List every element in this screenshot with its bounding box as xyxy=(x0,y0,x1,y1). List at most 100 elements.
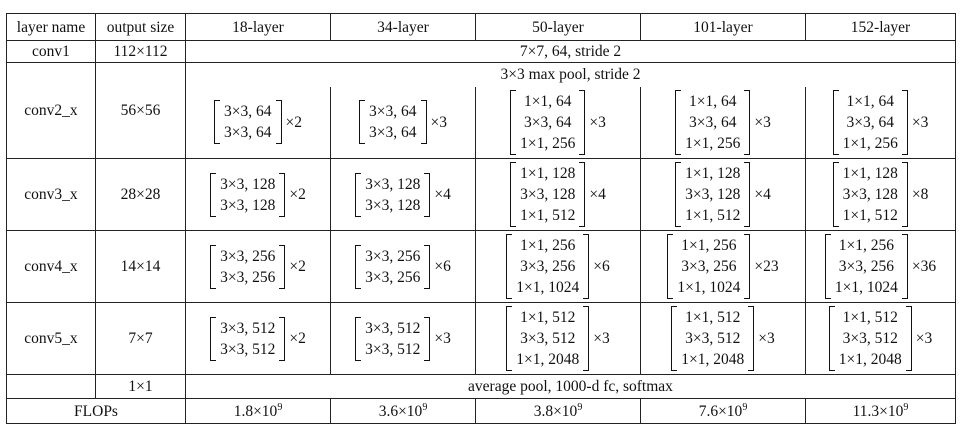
flops-exp: 9 xyxy=(903,401,909,413)
block-line: 3×3, 512 xyxy=(220,340,276,358)
multiplier: ×36 xyxy=(911,258,937,275)
layer-name: conv4_x xyxy=(6,230,96,303)
multiplier: ×4 xyxy=(589,186,606,203)
output-size: 14×14 xyxy=(95,230,186,303)
multiplier: ×4 xyxy=(434,186,451,203)
block: 3×3, 512 3×3, 512 ×3 xyxy=(355,316,451,361)
bracket: 3×3, 64 3×3, 64 xyxy=(359,100,427,145)
block-line: 1×1, 1024 xyxy=(677,279,741,296)
spec-cell: 7×7, 64, stride 2 xyxy=(185,40,956,63)
block-cell: 3×3, 128 3×3, 128 ×4 xyxy=(330,158,476,231)
multiplier: ×3 xyxy=(434,330,451,347)
bracket: 3×3, 128 3×3, 128 xyxy=(355,172,431,217)
block-line: 3×3, 64 xyxy=(369,124,417,142)
bracket: 1×1, 128 3×3, 128 1×1, 512 xyxy=(832,162,908,227)
flops-exp: 9 xyxy=(742,401,748,413)
flops-base: 1.8×10 xyxy=(233,402,278,420)
output-size: 28×28 xyxy=(95,158,186,231)
block-line: 1×1, 2048 xyxy=(681,351,745,368)
bracket: 3×3, 64 3×3, 64 xyxy=(214,100,282,145)
block-line: 3×3, 128 xyxy=(365,175,421,193)
bracket: 3×3, 512 3×3, 512 xyxy=(355,316,431,361)
architecture-table: layer name output size 18-layer 34-layer 50-… xyxy=(6,13,956,424)
multiplier: ×2 xyxy=(289,258,306,275)
multiplier: ×3 xyxy=(593,330,610,347)
multiplier: ×2 xyxy=(289,330,306,347)
header-cell: layer name xyxy=(6,13,96,41)
spec-cell: average pool, 1000-d fc, softmax xyxy=(185,374,956,399)
block-line: 1×1, 256 xyxy=(842,134,898,152)
block-line: 3×3, 64 xyxy=(224,103,272,121)
output-size: 7×7 xyxy=(95,302,186,375)
block-line: 3×3, 256 xyxy=(520,258,576,275)
block-cell: 1×1, 256 3×3, 256 1×1, 1024 ×23 xyxy=(640,230,806,303)
multiplier: ×2 xyxy=(289,186,306,203)
table-row: conv1 112×112 7×7, 64, stride 2 xyxy=(6,40,956,63)
flops-exp: 9 xyxy=(422,401,428,413)
header-cell: 152-layer xyxy=(805,13,956,41)
block-line: 3×3, 128 xyxy=(520,186,576,203)
bracket: 1×1, 512 3×3, 512 1×1, 2048 xyxy=(671,306,755,371)
block-line: 1×1, 64 xyxy=(524,92,572,110)
block-line: 1×1, 1024 xyxy=(834,279,898,296)
block-cell: 3×3, 512 3×3, 512 ×2 xyxy=(185,302,331,375)
table-row: conv3_x 28×28 3×3, 128 3×3, 128 ×2 3×3, 128 3×… xyxy=(6,158,956,231)
block-line: 3×3, 256 xyxy=(681,258,737,275)
header-cell: 18-layer xyxy=(185,13,331,41)
block-cell: 1×1, 64 3×3, 64 1×1, 256 ×3 xyxy=(805,86,956,159)
block-line: 1×1, 256 xyxy=(520,237,576,254)
block-line: 3×3, 128 xyxy=(220,196,276,214)
table-row: conv5_x 7×7 3×3, 512 3×3, 512 ×2 3×3, 512 3×3,… xyxy=(6,302,956,375)
bracket: 3×3, 128 3×3, 128 xyxy=(210,172,286,217)
block-line: 3×3, 64 xyxy=(689,113,737,131)
flops-value: 3.6×109 xyxy=(330,398,476,424)
bracket: 1×1, 256 3×3, 256 1×1, 1024 xyxy=(667,234,751,299)
block-line: 3×3, 512 xyxy=(365,319,421,337)
flops-base: 3.8×10 xyxy=(533,402,578,420)
block-cell: 1×1, 128 3×3, 128 1×1, 512 ×4 xyxy=(475,158,641,231)
table-row: 3×3, 64 3×3, 64 ×2 3×3, 64 3×3, 64 ×3 1×1, 64 3… xyxy=(7,86,956,159)
table-row: layer name output size 18-layer 34-layer 50-… xyxy=(6,13,956,41)
table-row: conv4_x 14×14 3×3, 256 3×3, 256 ×2 3×3, 256 3×… xyxy=(6,230,956,303)
block-cell: 3×3, 128 3×3, 128 ×2 xyxy=(185,158,331,231)
block: 3×3, 256 3×3, 256 ×6 xyxy=(355,244,451,289)
bracket: 1×1, 128 3×3, 128 1×1, 512 xyxy=(675,162,751,227)
block-cell: 1×1, 512 3×3, 512 1×1, 2048 ×3 xyxy=(805,302,956,375)
flops-label: FLOPs xyxy=(6,398,186,424)
block-cell: 3×3, 256 3×3, 256 ×2 xyxy=(185,230,331,303)
block: 3×3, 64 3×3, 64 ×3 xyxy=(359,100,447,145)
multiplier: ×6 xyxy=(593,258,610,275)
multiplier: ×8 xyxy=(911,186,929,203)
block-line: 3×3, 256 xyxy=(220,247,276,265)
block-cell: 3×3, 256 3×3, 256 ×6 xyxy=(330,230,476,303)
bracket: 1×1, 256 3×3, 256 1×1, 1024 xyxy=(824,234,908,299)
block-line: 3×3, 256 xyxy=(220,268,276,286)
block-line: 1×1, 64 xyxy=(689,92,737,110)
block: 1×1, 512 3×3, 512 1×1, 2048 ×3 xyxy=(506,306,610,371)
header-cell: output size xyxy=(95,13,186,41)
bracket: 1×1, 512 3×3, 512 1×1, 2048 xyxy=(506,306,590,371)
multiplier: ×3 xyxy=(915,330,933,347)
block-line: 1×1, 2048 xyxy=(838,351,902,368)
multiplier: ×3 xyxy=(911,113,929,131)
table-row: FLOPs 1.8×109 3.6×109 3.8×109 7.6×109 11.3×10… xyxy=(6,398,956,424)
table-row: 1×1 average pool, 1000-d fc, softmax xyxy=(6,374,956,399)
flops-value: 1.8×109 xyxy=(185,398,331,424)
flops-exp: 9 xyxy=(577,401,583,413)
multiplier: ×4 xyxy=(754,186,771,203)
bracket: 3×3, 256 3×3, 256 xyxy=(210,244,286,289)
header-cell: 101-layer xyxy=(640,13,806,41)
flops-value: 11.3×109 xyxy=(805,398,956,424)
block-cell: 1×1, 512 3×3, 512 1×1, 2048 ×3 xyxy=(475,302,641,375)
layer-name: conv2_x xyxy=(6,62,96,159)
bracket: 1×1, 256 3×3, 256 1×1, 1024 xyxy=(506,234,590,299)
block-cell: 1×1, 64 3×3, 64 1×1, 256 ×3 xyxy=(475,86,641,159)
block-line: 3×3, 128 xyxy=(365,196,421,214)
block-line: 3×3, 512 xyxy=(365,340,421,358)
block-line: 3×3, 128 xyxy=(220,175,276,193)
block: 3×3, 256 3×3, 256 ×2 xyxy=(210,244,306,289)
block-cell: 1×1, 64 3×3, 64 1×1, 256 ×3 xyxy=(640,86,806,159)
block-line: 3×3, 64 xyxy=(224,124,272,142)
block-line: 3×3, 128 xyxy=(842,186,898,203)
